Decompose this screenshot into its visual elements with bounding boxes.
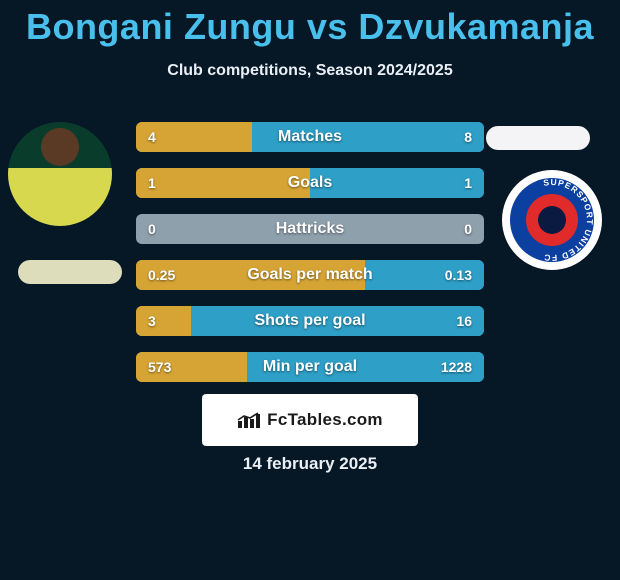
stat-bar-row: 48Matches xyxy=(136,122,484,152)
stat-bar-label: Shots per goal xyxy=(136,306,484,336)
player-left-flag xyxy=(18,260,122,284)
stat-bar-label: Goals xyxy=(136,168,484,198)
stat-bar-label: Matches xyxy=(136,122,484,152)
stat-bar-row: 316Shots per goal xyxy=(136,306,484,336)
stat-bar-row: 11Goals xyxy=(136,168,484,198)
site-badge-text: FcTables.com xyxy=(267,410,383,430)
chart-icon xyxy=(237,411,261,429)
comparison-infographic: Bongani Zungu vs Dzvukamanja Club compet… xyxy=(0,0,620,580)
player-right-club-badge: SUPERSPORT UNITED FC xyxy=(502,170,602,270)
page-title: Bongani Zungu vs Dzvukamanja xyxy=(0,6,620,48)
stat-bars: 48Matches 11Goals 00Hattricks 0.250.13Goals… xyxy=(136,122,484,398)
stat-bar-row: 00Hattricks xyxy=(136,214,484,244)
player-left-avatar-image xyxy=(8,122,112,226)
stat-bar-label: Min per goal xyxy=(136,352,484,382)
stat-bar-row: 0.250.13Goals per match xyxy=(136,260,484,290)
page-subtitle: Club competitions, Season 2024/2025 xyxy=(0,62,620,80)
stat-bar-label: Hattricks xyxy=(136,214,484,244)
site-badge: FcTables.com xyxy=(202,394,418,446)
player-right-flag xyxy=(486,126,590,150)
footer-date: 14 february 2025 xyxy=(0,454,620,474)
player-left-avatar xyxy=(8,122,112,226)
stat-bar-row: 5731228Min per goal xyxy=(136,352,484,382)
club-badge-svg: SUPERSPORT UNITED FC xyxy=(502,170,602,270)
stat-bar-label: Goals per match xyxy=(136,260,484,290)
